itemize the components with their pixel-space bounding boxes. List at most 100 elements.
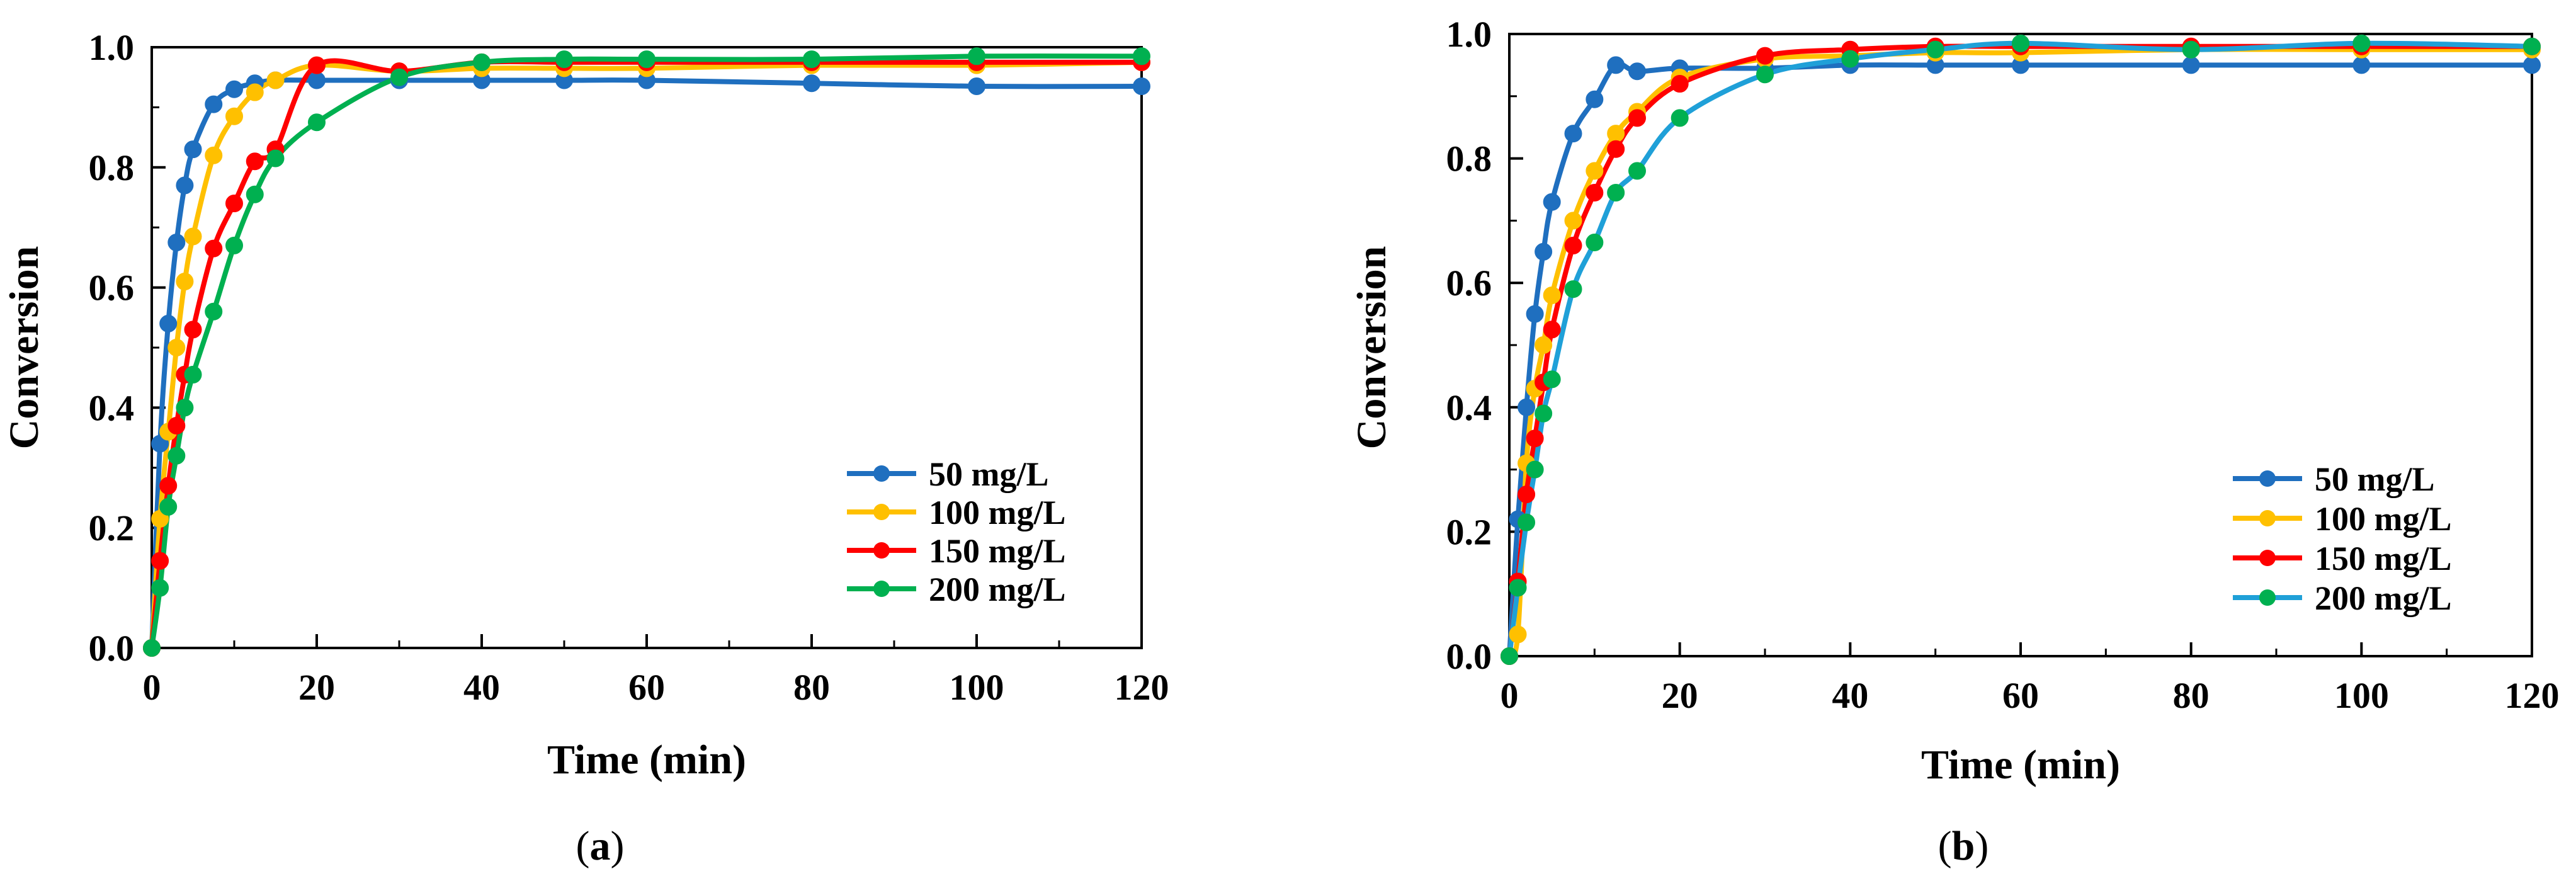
data-point [176,273,194,291]
legend-marker [873,542,890,559]
legend-label: 150 mg/L [929,532,1066,570]
x-tick-label: 60 [2002,675,2039,716]
data-point [143,639,161,657]
data-point [1756,47,1774,65]
legend-label: 50 mg/L [2315,460,2435,498]
y-tick-label: 0.6 [1446,263,1492,304]
legend-marker [873,465,890,482]
caption-open: ( [576,823,590,869]
data-point [266,71,285,89]
data-point [1756,65,1774,84]
data-point [167,417,186,435]
data-point [1607,140,1625,158]
panel-caption: (a) [576,823,625,869]
data-point [803,74,820,93]
panel-caption: (b) [1938,823,1989,869]
data-point [1509,625,1527,644]
legend-marker [873,581,890,597]
legend-label: 100 mg/L [2315,500,2452,538]
data-point [2352,56,2371,74]
data-point [1518,398,1536,416]
data-point [1133,77,1150,96]
data-point [167,446,186,465]
data-point [1671,75,1689,93]
data-point [151,579,169,597]
data-point [1586,183,1604,202]
data-point [1501,647,1518,665]
data-point [205,302,223,321]
legend-label: 100 mg/L [929,494,1066,531]
x-tick-label: 20 [298,667,335,708]
data-point [205,239,223,258]
data-point [638,50,655,69]
y-tick-label: 1.0 [1446,14,1492,55]
x-tick-label: 0 [143,667,161,708]
data-point [2523,56,2541,74]
data-point [1586,162,1604,180]
caption-letter: a [590,823,611,869]
caption-open: ( [1938,823,1952,869]
data-point [2523,37,2541,55]
x-tick-label: 40 [1832,675,1868,716]
caption-close: ) [1975,823,1989,869]
data-point [184,140,202,159]
x-tick-label: 100 [2334,675,2389,716]
x-tick-label: 80 [2173,675,2210,716]
data-point [2352,34,2371,52]
data-point [1543,370,1561,389]
data-point [159,497,178,516]
data-point [390,68,408,86]
data-point [2012,34,2029,52]
data-point [1526,429,1544,448]
y-tick-label: 0.0 [89,628,135,669]
x-axis-title: Time (min) [1921,742,2120,788]
data-point [1671,109,1689,127]
legend-marker [2259,589,2276,606]
x-tick-label: 80 [793,667,830,708]
data-point [205,95,223,113]
caption-close: ) [611,823,625,869]
x-tick-label: 20 [1662,675,1698,716]
data-point [176,176,194,195]
data-point [205,146,223,164]
data-point [308,113,326,132]
data-point [968,47,985,65]
data-point [1607,125,1625,143]
y-tick-label: 0.4 [1446,387,1492,428]
data-point [1518,486,1536,504]
data-point [2182,40,2200,59]
y-tick-label: 0.6 [89,268,135,309]
y-tick-label: 0.8 [1446,139,1492,179]
x-tick-label: 100 [950,667,1004,708]
y-tick-label: 0.4 [89,387,135,428]
legend-label: 50 mg/L [929,455,1049,493]
x-tick-label: 40 [463,667,500,708]
data-point [555,50,573,69]
data-point [176,399,194,417]
data-point [1564,236,1582,254]
x-axis-title: Time (min) [547,737,746,783]
data-point [1564,212,1582,230]
series-line-1 [1507,61,2534,659]
data-point [1535,242,1553,261]
data-point [1586,233,1604,251]
data-point [225,80,243,98]
data-point [1628,162,1646,180]
data-point [159,477,178,495]
data-point [1607,56,1625,74]
data-point [151,434,169,453]
caption-letter: b [1952,823,1975,869]
y-axis-title: Conversion [1349,246,1395,450]
data-point [968,77,985,96]
chart-panel-b: 0 20 40 60 80 100 120 0.0 0.2 0.4 0.6 0.8 1.0 Time (m… [1349,14,2560,869]
data-point [1607,183,1625,202]
x-tick-label: 0 [1501,675,1519,716]
data-point [1133,47,1150,65]
data-point [151,552,169,570]
data-point [225,195,243,213]
y-tick-label: 0.2 [89,508,135,548]
legend-label: 150 mg/L [2315,540,2452,577]
data-point [225,236,243,254]
data-point [308,56,326,74]
